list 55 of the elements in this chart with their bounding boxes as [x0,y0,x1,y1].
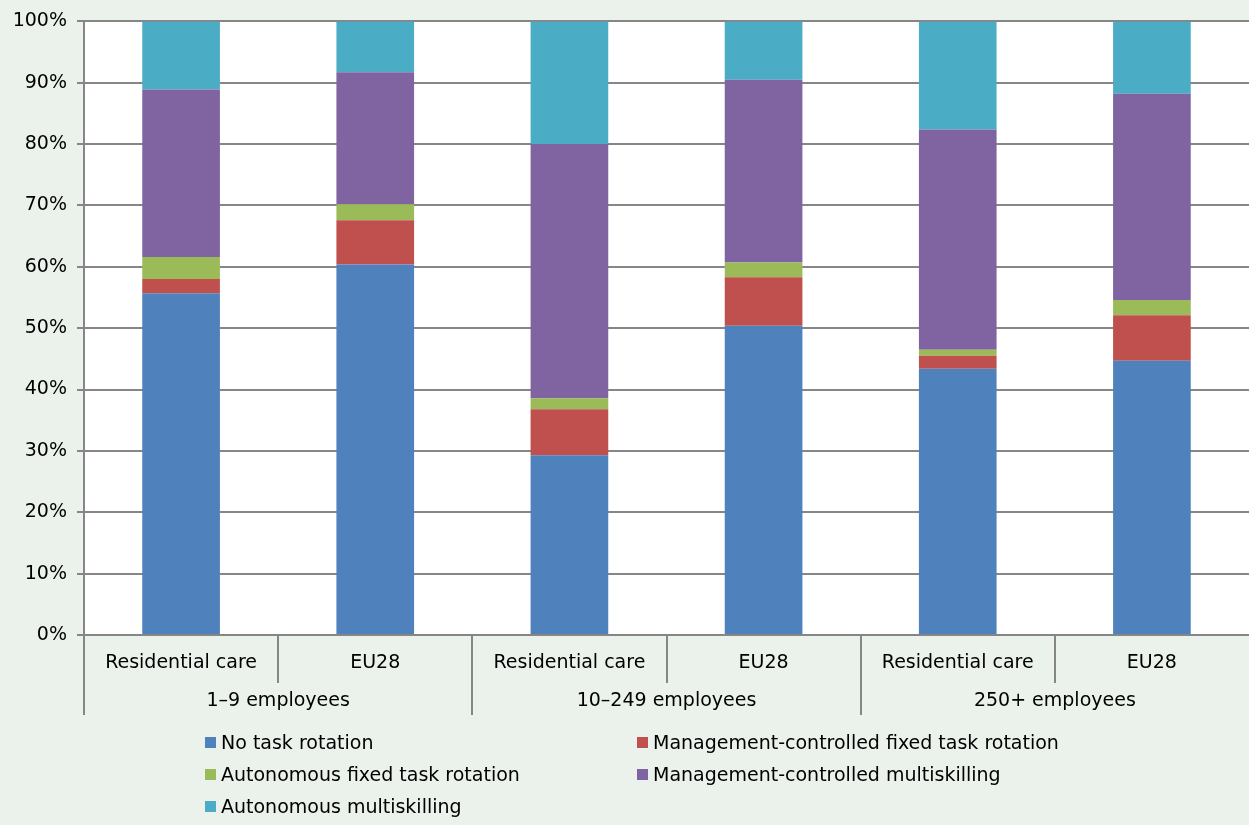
y-tick-label: 20% [24,499,67,522]
legend-label: No task rotation [221,731,374,753]
y-tick-label: 80% [24,131,67,154]
bar [918,368,997,634]
y-tick-label: 90% [24,69,67,92]
x-tick-label: Residential care [493,650,646,673]
bar [724,277,803,326]
y-tick-label: 60% [24,253,67,276]
text: 10–249 employees [576,687,757,710]
bar [142,89,220,258]
bar [336,72,415,205]
bar [336,264,415,634]
bar [530,21,609,145]
y-tick-label: 70% [24,192,67,215]
bar [1113,21,1191,94]
bar [1113,360,1191,634]
bar [724,325,803,634]
bar [918,21,997,130]
bar [1113,299,1191,316]
bar [918,355,997,369]
y-tick-label: 10% [24,560,67,583]
text: 1–9 employees [206,687,350,710]
bar [142,293,220,634]
bar [530,398,609,410]
bar [1113,315,1191,361]
bar [724,262,803,278]
bar [336,204,415,221]
bar [918,129,997,350]
x-tick-label: Residential care [105,650,258,673]
bar [724,21,803,80]
y-tick-label: 100% [12,8,67,31]
bar [724,79,803,263]
text: 250+ employees [973,687,1136,710]
bar [336,220,415,265]
y-tick-label: 0% [36,621,67,644]
bar [530,409,609,456]
bar [336,21,415,73]
x-tick-label: EU28 [350,650,401,673]
bar [142,257,220,280]
legend-label: Autonomous fixed task rotation [221,763,520,785]
bar [1113,93,1191,300]
bar [530,455,609,634]
bar [918,349,997,356]
legend-label: Autonomous multiskilling [221,795,462,817]
bar [530,144,609,399]
x-tick-label: EU28 [738,650,789,673]
bar [142,279,220,294]
x-tick-label: Residential care [881,650,1034,673]
y-tick-label: 40% [24,376,67,399]
y-tick-label: 30% [24,437,67,460]
legend-label: Management-controlled multiskilling [653,763,1001,785]
y-tick-label: 50% [24,315,67,338]
bar [142,21,220,90]
x-tick-label: EU28 [1126,650,1177,673]
legend-label: Management-controlled fixed task rotation [653,731,1059,753]
